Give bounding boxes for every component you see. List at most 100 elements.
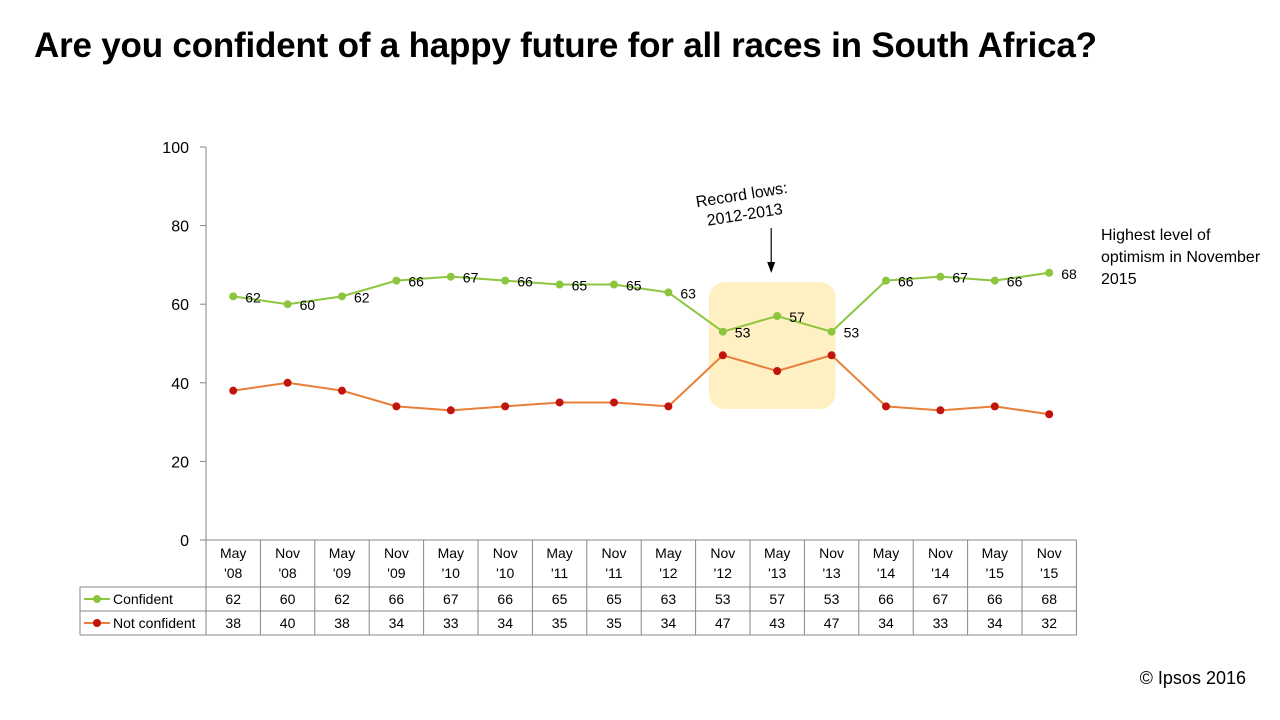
- y-tick-label: 80: [171, 219, 189, 236]
- legend-label: Confident: [113, 591, 173, 607]
- chart-title: Are you confident of a happy future for …: [34, 26, 1097, 65]
- data-point: [1045, 268, 1054, 277]
- table-value: 47: [824, 615, 840, 631]
- data-label: 66: [408, 274, 424, 290]
- table-value: 43: [769, 615, 785, 631]
- table-value: 33: [443, 615, 459, 631]
- data-point: [718, 351, 727, 360]
- legend-marker: [93, 619, 101, 627]
- data-label: 65: [572, 278, 588, 294]
- x-tick-label: Nov '11: [602, 545, 627, 581]
- copyright-notice: © Ipsos 2016: [1139, 668, 1246, 688]
- y-tick-label: 40: [171, 376, 189, 393]
- data-label: 62: [245, 289, 261, 305]
- data-point: [283, 378, 292, 387]
- table-value: 34: [878, 615, 894, 631]
- table-value: 67: [443, 591, 459, 607]
- y-tick-label: 100: [162, 140, 189, 157]
- data-point: [501, 276, 510, 285]
- legend-marker: [93, 595, 101, 603]
- table-value: 63: [661, 591, 677, 607]
- series-line: [233, 354, 1050, 416]
- table-value: 53: [715, 591, 731, 607]
- data-point: [1045, 410, 1054, 419]
- x-tick-label: Nov '15: [1037, 545, 1062, 581]
- x-tick-label: Nov '10: [493, 545, 518, 581]
- data-label: 66: [1007, 274, 1023, 290]
- data-point: [827, 327, 836, 336]
- table-value: 34: [389, 615, 405, 631]
- table-value: 66: [987, 591, 1003, 607]
- data-label: 68: [1061, 266, 1077, 282]
- legend-label: Not confident: [113, 615, 196, 631]
- x-tick-label: May '13: [764, 545, 790, 581]
- table-value: 35: [552, 615, 568, 631]
- table-value: 47: [715, 615, 731, 631]
- table-value: 66: [497, 591, 513, 607]
- data-point: [718, 327, 727, 336]
- data-label: 63: [680, 285, 696, 301]
- annotation-label: Record lows:2012-2013: [695, 180, 792, 231]
- x-tick-label: Nov '08: [275, 545, 300, 581]
- data-point: [338, 386, 346, 395]
- table-value: 34: [661, 615, 677, 631]
- data-point: [773, 311, 782, 320]
- data-point: [610, 398, 618, 407]
- data-label: 57: [789, 309, 805, 325]
- data-point: [827, 351, 836, 360]
- data-point: [392, 276, 401, 285]
- y-tick-label: 20: [171, 454, 189, 471]
- series-line: [233, 271, 1050, 333]
- x-tick-label: Nov '12: [710, 545, 735, 581]
- x-tick-label: May '10: [438, 545, 464, 581]
- table-value: 40: [280, 615, 296, 631]
- table-value: 34: [987, 615, 1003, 631]
- table-value: 68: [1041, 591, 1057, 607]
- data-point: [446, 406, 455, 415]
- data-label: 53: [844, 325, 860, 341]
- data-label: 62: [354, 289, 370, 305]
- data-point: [501, 402, 510, 411]
- x-tick-label: May '12: [655, 545, 681, 581]
- x-tick-label: May '11: [546, 545, 572, 581]
- data-point: [229, 386, 238, 395]
- data-point: [555, 280, 564, 289]
- table-value: 66: [389, 591, 405, 607]
- data-point: [555, 398, 564, 407]
- table-value: 32: [1041, 615, 1057, 631]
- x-tick-label: Nov '09: [384, 545, 409, 581]
- x-tick-label: May '15: [982, 545, 1008, 581]
- data-point: [392, 402, 401, 411]
- data-label: 67: [463, 270, 479, 286]
- record-lows-highlight: [708, 282, 836, 409]
- x-tick-label: May '08: [220, 545, 246, 581]
- y-tick-label: 60: [171, 297, 189, 314]
- data-point: [610, 280, 618, 289]
- y-tick-label: 0: [180, 533, 189, 550]
- data-point: [882, 276, 890, 285]
- data-point: [283, 300, 292, 309]
- x-tick-label: Nov '13: [819, 545, 844, 581]
- data-label: 66: [898, 274, 914, 290]
- data-label: 53: [735, 325, 751, 341]
- data-label: 60: [300, 297, 316, 313]
- x-tick-label: Nov '14: [928, 545, 953, 581]
- data-point: [229, 292, 238, 301]
- table-value: 34: [497, 615, 513, 631]
- data-label: 65: [626, 278, 642, 294]
- data-point: [936, 406, 945, 415]
- table-value: 57: [769, 591, 785, 607]
- data-point: [446, 272, 455, 281]
- optimism-callout: Highest level of optimism in November 20…: [1101, 227, 1261, 288]
- data-label: 67: [952, 270, 968, 286]
- data-label: 66: [517, 274, 533, 290]
- table-value: 65: [552, 591, 568, 607]
- annotation-arrowhead: [767, 262, 776, 273]
- table-value: 66: [878, 591, 894, 607]
- table-value: 33: [933, 615, 949, 631]
- data-point: [664, 402, 673, 411]
- table-value: 62: [334, 591, 350, 607]
- data-point: [664, 288, 673, 297]
- table-value: 62: [225, 591, 241, 607]
